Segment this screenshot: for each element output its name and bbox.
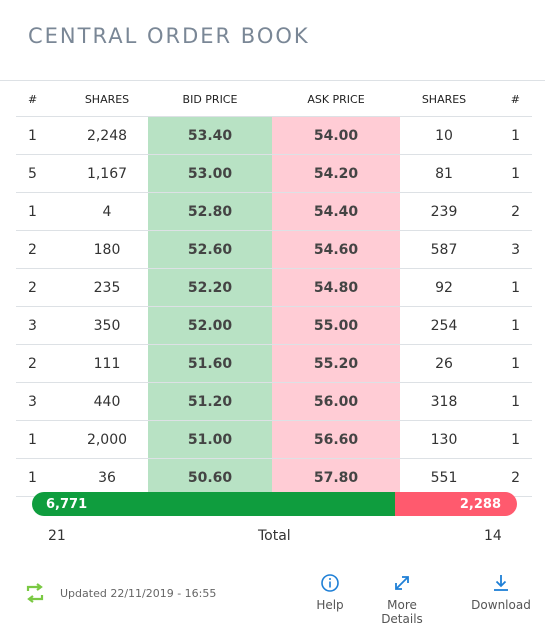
table-row: 1 2,248 53.40 54.00 10 1 (16, 116, 532, 155)
refresh-icon[interactable] (24, 582, 46, 604)
bid-price-cell: 52.60 (148, 230, 272, 269)
header-divider (0, 80, 545, 81)
bid-price-cell: 52.80 (148, 192, 272, 231)
bid-shares-cell: 4 (66, 192, 148, 231)
download-icon (494, 575, 508, 591)
table-row: 3 350 52.00 55.00 254 1 (16, 306, 532, 345)
last-updated: Updated 22/11/2019 - 16:55 (24, 582, 216, 604)
ask-total-orders: 14 (484, 528, 502, 544)
bid-price-cell: 53.40 (148, 116, 272, 155)
page-title: CENTRAL ORDER BOOK (28, 24, 310, 48)
bid-count-cell: 2 (16, 230, 66, 269)
ask-shares-cell: 10 (400, 116, 488, 155)
bid-price-cell: 51.20 (148, 382, 272, 421)
bid-price-cell: 52.20 (148, 268, 272, 307)
bid-shares-cell: 111 (66, 344, 148, 383)
last-updated-text: Updated 22/11/2019 - 16:55 (60, 586, 217, 600)
ask-price-cell: 54.40 (272, 192, 400, 231)
ask-count-cell: 1 (488, 154, 532, 193)
table-row: 1 4 52.80 54.40 239 2 (16, 192, 532, 231)
bid-count-cell: 1 (16, 192, 66, 231)
bid-shares-cell: 36 (66, 458, 148, 497)
bid-shares-cell: 440 (66, 382, 148, 421)
ask-volume-fill: 2,288 (394, 492, 517, 516)
bid-count-cell: 3 (16, 382, 66, 421)
ask-shares-cell: 130 (400, 420, 488, 459)
order-book-body: 1 2,248 53.40 54.00 10 1 5 1,167 53.00 54.20 81 1 1 4… (16, 116, 532, 497)
ask-count-cell: 1 (488, 382, 532, 421)
download-button[interactable]: Download (470, 572, 532, 612)
help-label: Help (316, 598, 344, 612)
ask-price-cell: 55.20 (272, 344, 400, 383)
header-ask-shares: SHARES (400, 82, 488, 117)
bid-price-cell: 50.60 (148, 458, 272, 497)
bid-shares-cell: 1,167 (66, 154, 148, 193)
bid-shares-cell: 2,248 (66, 116, 148, 155)
header-ask-count: # (488, 82, 532, 117)
ask-count-cell: 1 (488, 344, 532, 383)
help-button[interactable]: Help (312, 572, 348, 612)
table-row: 1 36 50.60 57.80 551 2 (16, 458, 532, 497)
ask-shares-cell: 318 (400, 382, 488, 421)
table-header-row: # SHARES BID PRICE ASK PRICE SHARES # (16, 82, 532, 117)
ask-price-cell: 57.80 (272, 458, 400, 497)
more-details-label: More Details (381, 598, 423, 626)
bid-count-cell: 2 (16, 268, 66, 307)
table-row: 1 2,000 51.00 56.60 130 1 (16, 420, 532, 459)
bid-count-cell: 1 (16, 420, 66, 459)
bid-count-cell: 1 (16, 116, 66, 155)
bid-volume-fill: 6,771 (32, 492, 395, 516)
ask-price-cell: 54.80 (272, 268, 400, 307)
ask-shares-cell: 254 (400, 306, 488, 345)
ask-shares-cell: 239 (400, 192, 488, 231)
table-row: 5 1,167 53.00 54.20 81 1 (16, 154, 532, 193)
header-bid-shares: SHARES (66, 82, 148, 117)
ask-count-cell: 1 (488, 268, 532, 307)
ask-price-cell: 55.00 (272, 306, 400, 345)
ask-shares-cell: 551 (400, 458, 488, 497)
bid-shares-cell: 180 (66, 230, 148, 269)
table-row: 2 111 51.60 55.20 26 1 (16, 344, 532, 383)
bid-price-cell: 51.60 (148, 344, 272, 383)
header-bid-price: BID PRICE (148, 82, 272, 117)
table-row: 2 180 52.60 54.60 587 3 (16, 230, 532, 269)
bid-count-cell: 5 (16, 154, 66, 193)
ask-price-cell: 56.60 (272, 420, 400, 459)
bid-shares-cell: 235 (66, 268, 148, 307)
ask-count-cell: 2 (488, 192, 532, 231)
bid-price-cell: 53.00 (148, 154, 272, 193)
bid-total-orders: 21 (48, 528, 66, 544)
bid-price-cell: 51.00 (148, 420, 272, 459)
ask-shares-cell: 92 (400, 268, 488, 307)
table-row: 2 235 52.20 54.80 92 1 (16, 268, 532, 307)
bid-count-cell: 3 (16, 306, 66, 345)
ask-price-cell: 54.20 (272, 154, 400, 193)
download-label: Download (471, 598, 531, 612)
ask-count-cell: 3 (488, 230, 532, 269)
info-icon (321, 574, 339, 592)
ask-shares-cell: 81 (400, 154, 488, 193)
ask-count-cell: 2 (488, 458, 532, 497)
ask-count-cell: 1 (488, 116, 532, 155)
ask-shares-cell: 26 (400, 344, 488, 383)
expand-icon (395, 576, 409, 590)
bid-price-cell: 52.00 (148, 306, 272, 345)
bid-count-cell: 1 (16, 458, 66, 497)
ask-shares-cell: 587 (400, 230, 488, 269)
header-ask-price: ASK PRICE (272, 82, 400, 117)
bid-shares-cell: 2,000 (66, 420, 148, 459)
ask-price-cell: 54.00 (272, 116, 400, 155)
ask-count-cell: 1 (488, 420, 532, 459)
header-bid-count: # (16, 82, 66, 117)
ask-count-cell: 1 (488, 306, 532, 345)
table-row: 3 440 51.20 56.00 318 1 (16, 382, 532, 421)
volume-balance-bar: 6,771 2,288 (32, 492, 517, 516)
ask-price-cell: 56.00 (272, 382, 400, 421)
bid-shares-cell: 350 (66, 306, 148, 345)
bid-count-cell: 2 (16, 344, 66, 383)
more-details-button[interactable]: More Details (366, 572, 438, 626)
ask-price-cell: 54.60 (272, 230, 400, 269)
total-label: Total (258, 528, 291, 544)
